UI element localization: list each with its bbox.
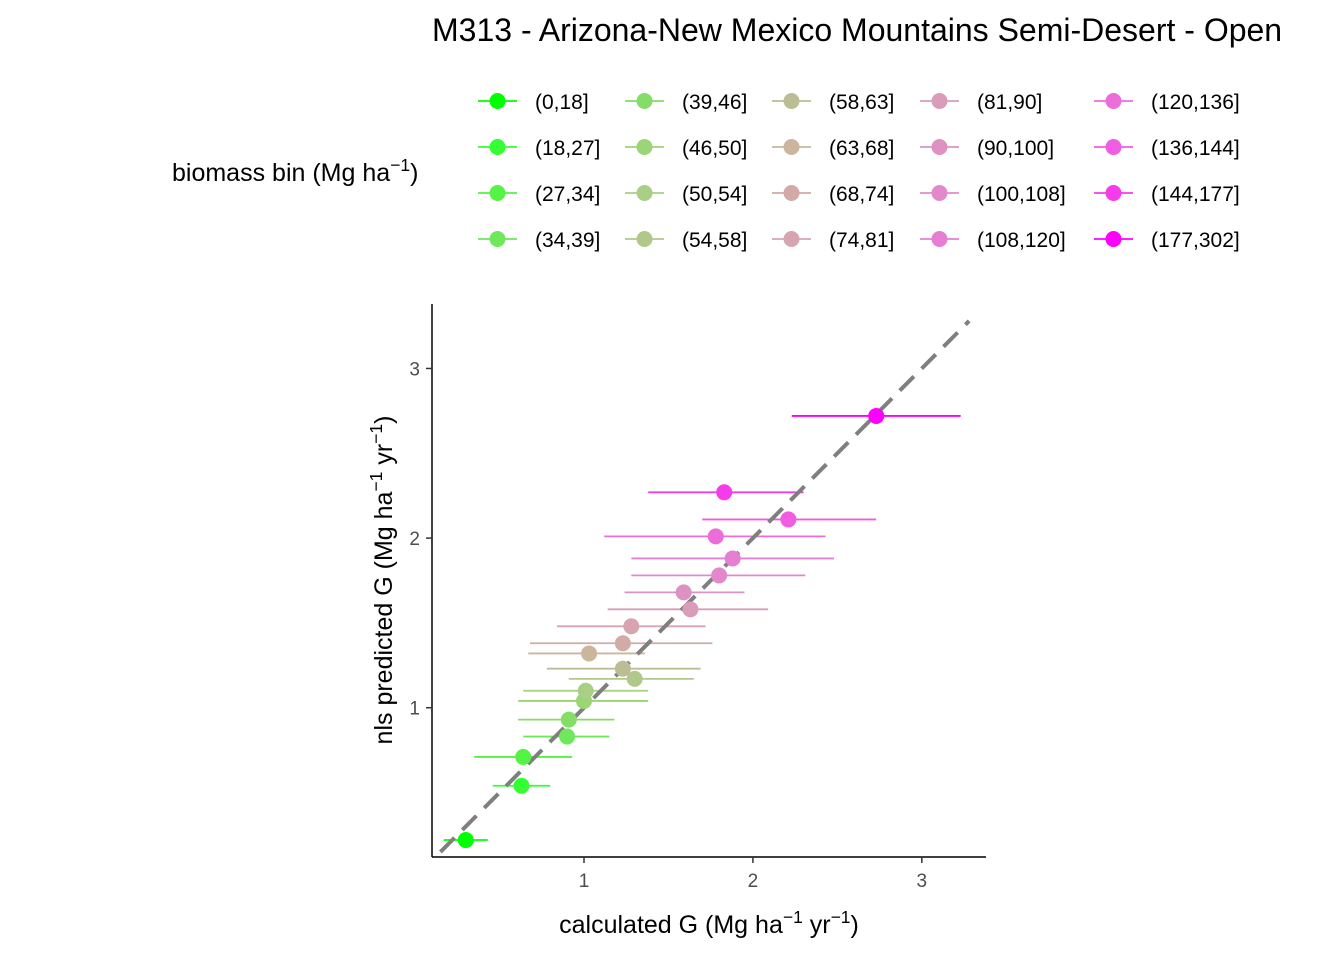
legend-item: (0,18] [478,91,589,114]
data-point [707,528,724,545]
legend-label: (27,34] [535,183,600,206]
x-axis-ticks: 1 2 3 [579,857,927,892]
data-point [513,777,530,794]
legend-key-point [783,139,800,155]
legend-item: (58,63] [772,91,894,114]
legend-label: (144,177] [1151,183,1240,206]
legend-key-point [783,93,800,109]
legend-item: (74,81] [772,229,894,252]
y-axis-label: nls predicted G (Mg ha−1 yr−1) [366,416,398,745]
chart-title: M313 - Arizona-New Mexico Mountains Semi… [432,12,1282,48]
legend-label: (120,136] [1151,91,1240,114]
data-point [581,645,598,662]
data-point [577,682,594,699]
y-tick-label: 3 [409,359,420,380]
y-axis-ticks: 1 2 3 [409,359,432,720]
legend-key-point [783,185,800,201]
legend-key-point [489,185,506,201]
legend-item: (18,27] [478,137,600,160]
data-point [623,618,640,635]
legend-label: (81,90] [977,91,1042,114]
legend-item: (27,34] [478,183,600,206]
legend-key-point [489,93,506,109]
legend-label: (90,100] [977,137,1054,160]
legend-label: (100,108] [977,183,1066,206]
legend-key-point [636,139,653,155]
legend-item: (63,68] [772,137,894,160]
y-tick-label: 2 [409,529,420,550]
legend-label: (54,58] [682,229,747,252]
legend-item: (68,74] [772,183,894,206]
legend-label: (74,81] [829,229,894,252]
legend-key-point [931,93,948,109]
legend-item: (100,108] [920,183,1066,206]
legend-item: (81,90] [920,91,1042,114]
x-tick-label: 1 [579,871,590,892]
legend-key-point [636,185,653,201]
data-point [716,484,733,501]
x-tick-label: 3 [917,871,928,892]
y-tick-label: 1 [409,699,420,720]
legend-key-point [636,231,653,247]
data-point [711,567,728,584]
legend-item: (39,46] [625,91,747,114]
legend-item: (108,120] [920,229,1066,252]
legend-item: (54,58] [625,229,747,252]
legend-item: (177,302] [1094,229,1240,252]
legend-item: (120,136] [1094,91,1240,114]
data-point [724,550,741,567]
error-bars [443,415,961,841]
legend-label: (18,27] [535,137,600,160]
legend-key-point [636,93,653,109]
plot-area [439,319,971,854]
legend-key-point [931,139,948,155]
data-point [560,711,577,728]
legend-item: (34,39] [478,229,600,252]
identity-line [439,319,971,854]
legend-item: (46,50] [625,137,747,160]
legend-label: (63,68] [829,137,894,160]
legend-key-point [783,231,800,247]
data-point [614,635,631,652]
legend-key-point [489,139,506,155]
legend-label: (58,63] [829,91,894,114]
legend-key-point [1105,185,1122,201]
legend-item: (90,100] [920,137,1054,160]
legend-label: (177,302] [1151,229,1240,252]
legend-item: (50,54] [625,183,747,206]
data-points [457,407,885,849]
data-point [457,832,474,849]
legend-title: biomass bin (Mg ha−1) [172,155,418,187]
legend-key-point [931,231,948,247]
legend-key-point [1105,93,1122,109]
data-point [515,748,532,765]
legend-key-point [489,231,506,247]
data-point [675,584,692,601]
legend-label: (68,74] [829,183,894,206]
legend-item: (136,144] [1094,137,1240,160]
legend-label: (0,18] [535,91,589,114]
x-tick-label: 2 [748,871,759,892]
legend-item: (144,177] [1094,183,1240,206]
data-point [682,601,699,618]
legend-key-point [1105,231,1122,247]
x-axis-label: calculated G (Mg ha−1 yr−1) [559,907,859,939]
legend-label: (136,144] [1151,137,1240,160]
data-point [614,660,631,677]
data-point [868,407,885,424]
legend: (0,18] (18,27] (27,34] (34,39] (39,46] (46,50… [478,91,1240,252]
data-point [780,511,797,528]
legend-key-point [931,185,948,201]
legend-key-point [1105,139,1122,155]
data-point [559,728,576,745]
legend-label: (34,39] [535,229,600,252]
legend-label: (46,50] [682,137,747,160]
data-point [626,670,643,687]
legend-label: (108,120] [977,229,1066,252]
legend-label: (50,54] [682,183,747,206]
legend-label: (39,46] [682,91,747,114]
